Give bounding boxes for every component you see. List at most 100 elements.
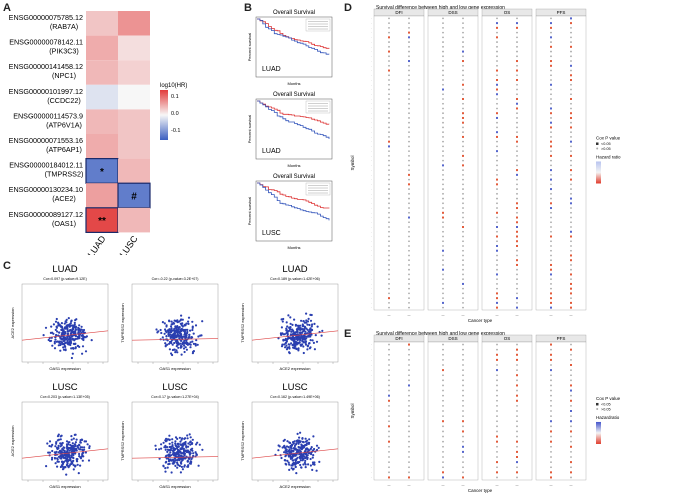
dot-nonsignificant [462, 379, 464, 382]
dot-nonsignificant [462, 74, 464, 77]
heatmap-cell [86, 11, 118, 36]
scatter-point [294, 461, 297, 464]
scatter-point [164, 329, 167, 333]
dot-significant [496, 235, 498, 238]
scatter-point [164, 467, 167, 470]
scatter-point [81, 337, 84, 340]
dot-nonsignificant [408, 440, 410, 443]
dot-nonsignificant [442, 466, 444, 469]
dot-nonsignificant [570, 216, 572, 219]
dotplot-x-label: Cancer type [468, 488, 493, 493]
dot-nonsignificant [496, 379, 498, 382]
dot-nonsignificant [462, 26, 464, 29]
scatter-y-label: ACE2 expression [10, 308, 15, 339]
dot-significant [462, 135, 464, 138]
dot-nonsignificant [550, 131, 552, 134]
dot-nonsignificant [408, 126, 410, 129]
scatter-point [320, 334, 323, 337]
scatter-point [161, 336, 164, 339]
dot-significant [496, 22, 498, 25]
dotplot-title: Survival difference between high and low… [376, 5, 505, 11]
scatter-x-label: OAS1 expression [159, 484, 190, 489]
scatter-point [294, 323, 297, 326]
dot-nonsignificant [388, 461, 390, 464]
row-symbol-tick: · [371, 22, 372, 25]
dot-nonsignificant [550, 173, 552, 176]
dot-nonsignificant [516, 369, 518, 372]
dot-significant [388, 140, 390, 143]
dot-nonsignificant [570, 456, 572, 458]
dot-nonsignificant [496, 107, 498, 110]
row-symbol-tick: · [371, 89, 372, 92]
dot-nonsignificant [570, 343, 572, 346]
scatter-point [288, 468, 291, 471]
scatter-point [194, 451, 197, 454]
dot-significant [550, 22, 552, 25]
scatter-point [196, 441, 199, 444]
dot-nonsignificant [550, 259, 552, 262]
scatter-point [165, 325, 168, 328]
dot-nonsignificant [516, 273, 518, 276]
scatter-point [179, 344, 183, 348]
dot-nonsignificant [442, 456, 444, 458]
dot-nonsignificant [462, 178, 464, 181]
gene-id-label: ENSG00000071553.16 [9, 136, 83, 145]
facet-panel [373, 15, 425, 311]
legend-tick: 0.0 [171, 111, 179, 117]
dot-significant [550, 121, 552, 124]
dot-nonsignificant [388, 60, 390, 62]
scatter-point [56, 330, 59, 333]
scatter-point [189, 329, 192, 332]
scatter-point [298, 341, 301, 344]
scatter-point [73, 321, 76, 324]
dot-nonsignificant [442, 297, 444, 300]
dot-nonsignificant [516, 364, 518, 366]
row-symbol-tick: · [371, 164, 372, 167]
scatter-point [59, 465, 63, 469]
scatter-point [179, 440, 182, 443]
scatter-point [305, 447, 309, 450]
scatter-point [50, 458, 54, 461]
scatter-point [74, 443, 77, 446]
scatter-point [70, 460, 73, 463]
scatter-point [304, 466, 307, 469]
heatmap-cell [118, 158, 150, 184]
scatter-point [53, 347, 57, 350]
row-symbol-tick: · [371, 273, 372, 276]
dot-nonsignificant [550, 287, 552, 290]
dot-nonsignificant [550, 348, 552, 351]
scatter-point [189, 460, 192, 463]
dot-nonsignificant [388, 17, 390, 20]
scatter-point [171, 343, 174, 346]
dot-nonsignificant [442, 112, 444, 115]
scatter-point [155, 328, 158, 331]
scatter-point [284, 462, 287, 465]
dot-nonsignificant [516, 131, 518, 134]
scatter-point [168, 455, 171, 458]
dot-nonsignificant [408, 430, 410, 433]
dot-significant [496, 226, 498, 229]
dot-nonsignificant [462, 292, 464, 295]
dot-significant [516, 353, 518, 356]
dot-significant [550, 107, 552, 110]
scatter-point [300, 319, 303, 322]
scatter-point [166, 450, 169, 453]
dot-nonsignificant [462, 348, 464, 351]
dot-nonsignificant [462, 159, 464, 162]
dot-significant [408, 173, 410, 176]
dot-nonsignificant [408, 22, 410, 25]
scatter-point [61, 329, 64, 332]
dot-nonsignificant [442, 306, 444, 309]
significance-mark: ** [98, 216, 106, 227]
scatter-point [293, 340, 296, 343]
dot-nonsignificant [570, 102, 572, 105]
scatter-point [280, 456, 283, 460]
dot-nonsignificant [408, 230, 410, 233]
scatter-point [63, 331, 66, 334]
dot-significant [516, 235, 518, 238]
row-symbol-tick: · [371, 250, 372, 253]
dot-nonsignificant [462, 79, 464, 81]
scatter-point [281, 320, 284, 323]
dot-nonsignificant [462, 259, 464, 262]
row-symbol-tick: · [371, 240, 372, 243]
